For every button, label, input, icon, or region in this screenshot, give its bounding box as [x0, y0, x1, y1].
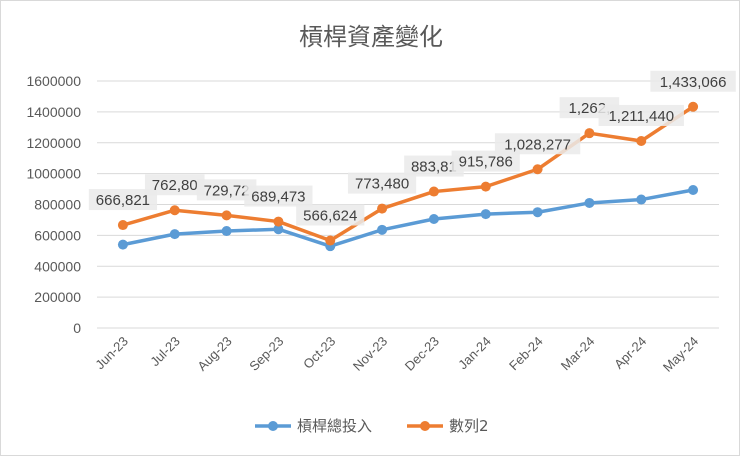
data-point [273, 224, 284, 235]
data-label-bg [404, 155, 464, 177]
x-tick-label: Sep-23 [246, 334, 286, 374]
data-label: 1,028,277 [504, 136, 571, 153]
data-point [221, 226, 232, 237]
x-tick-label: Dec-23 [402, 334, 442, 374]
x-axis: Jun-23 Jul-23 Aug-23 Sep-23 Oct-23 Nov-23 Dec-… [92, 327, 719, 375]
data-label-bg [88, 189, 158, 211]
data-point [325, 235, 336, 246]
x-tick-label: Feb-24 [506, 334, 546, 374]
chart-title: 槓桿資產變化 [299, 23, 443, 51]
data-point [117, 239, 128, 250]
data-point [221, 210, 232, 221]
data-point [636, 135, 647, 146]
y-tick-label: 1600000 [26, 73, 81, 89]
data-point [428, 214, 439, 225]
legend-label: 數列2 [449, 417, 489, 435]
data-point [273, 216, 284, 227]
data-point [480, 209, 491, 220]
data-point [636, 194, 647, 205]
data-label-bg [144, 174, 205, 196]
data-point [480, 181, 491, 192]
series-line-1 [121, 188, 695, 248]
x-tick-label: May-24 [660, 334, 701, 375]
x-tick-label: Jan-24 [455, 334, 494, 373]
data-label-bg [650, 70, 736, 92]
data-label-bg [598, 104, 684, 126]
data-point [169, 229, 180, 240]
x-tick-label: Mar-24 [558, 334, 598, 374]
y-axis: 0 200000 400000 600000 800000 1000000 1200000 1… [26, 73, 81, 336]
y-tick-label: 600000 [34, 227, 81, 243]
legend-swatch-marker [268, 421, 278, 431]
data-label: 566,624 [303, 208, 357, 225]
data-point [377, 203, 388, 214]
series-layer [117, 101, 699, 252]
y-tick-label: 400000 [34, 258, 81, 274]
legend: 槓桿總投入 數列2 [255, 417, 489, 435]
y-tick-label: 0 [73, 320, 81, 336]
y-tick-label: 1400000 [26, 104, 81, 120]
data-point [377, 224, 388, 235]
data-label-bg [296, 204, 365, 226]
data-label-bg [196, 179, 257, 201]
data-label-bg [244, 185, 313, 207]
data-label: 915,786 [459, 154, 513, 171]
data-label-bg [494, 133, 581, 155]
data-point [428, 186, 439, 197]
x-tick-label: Nov-23 [350, 334, 390, 374]
data-label: 1,433,066 [660, 74, 727, 91]
data-label: 1,211,440 [608, 108, 674, 125]
data-point [584, 197, 595, 208]
series-line-2 [121, 105, 695, 243]
data-point [117, 220, 128, 231]
data-point [532, 207, 543, 218]
x-tick-label: Aug-23 [194, 334, 234, 374]
x-tick-label: Jul-23 [147, 334, 183, 370]
legend-label: 槓桿總投入 [297, 417, 372, 435]
x-tick-label: Apr-24 [611, 334, 649, 372]
data-point [688, 184, 699, 195]
data-label: 729,72 [204, 182, 250, 199]
data-label: 666,821 [96, 192, 150, 209]
data-point [169, 205, 180, 216]
data-label-bg [347, 172, 417, 194]
data-label: 773,480 [355, 176, 409, 193]
data-label: 883,81 [411, 159, 457, 176]
x-tick-label: Oct-23 [300, 334, 338, 372]
data-label-bg [451, 150, 520, 172]
data-point [688, 101, 699, 112]
y-tick-label: 1200000 [26, 135, 81, 151]
data-label: 762,80 [152, 177, 198, 194]
y-tick-label: 800000 [34, 197, 81, 213]
y-tick-label: 200000 [34, 289, 81, 305]
y-tick-label: 1000000 [26, 166, 81, 182]
data-label: 689,473 [251, 189, 305, 206]
x-tick-label: Jun-23 [92, 334, 131, 373]
data-point [532, 164, 543, 175]
data-point [584, 128, 595, 139]
legend-swatch-marker [420, 421, 430, 431]
